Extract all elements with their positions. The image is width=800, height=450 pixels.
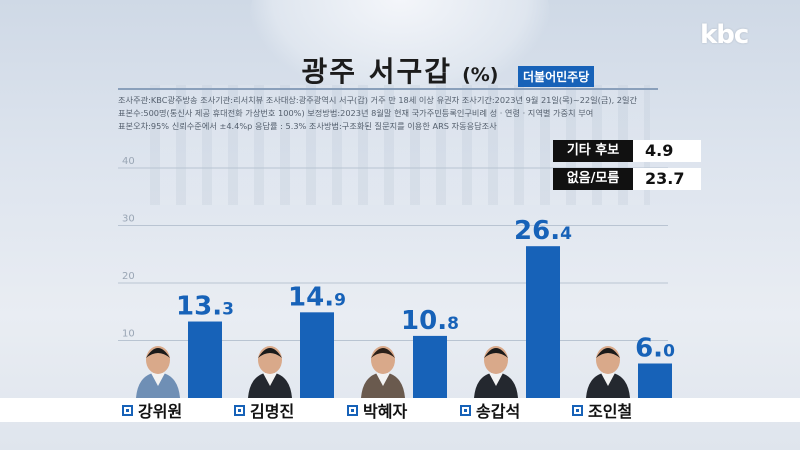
- survey-meta-line: 조사주관:KBC광주방송 조사기관:리서치뷰 조사대상:광주광역시 서구(갑) …: [118, 95, 638, 105]
- candidate-name: 강위원: [122, 398, 182, 422]
- candidate-name: 김명진: [234, 398, 294, 422]
- candidate-name: 박혜자: [347, 398, 407, 422]
- side-stat-value: 4.9: [633, 140, 701, 162]
- candidate-name: 송갑석: [460, 398, 520, 422]
- candidate-photo: [361, 346, 405, 398]
- bar-value-label: 14.9: [288, 282, 346, 312]
- party-logo-icon: [347, 404, 358, 416]
- survey-meta-line: 표본수:500명(통신사 제공 휴대전화 가상번호 100%) 보정방법:202…: [118, 108, 594, 118]
- candidate-name-text: 송갑석: [476, 402, 521, 421]
- candidate-name-band: [0, 398, 800, 422]
- candidate-name-text: 박혜자: [363, 402, 408, 421]
- y-tick-label: 20: [122, 271, 135, 282]
- candidate-name-text: 강위원: [138, 402, 183, 421]
- broadcaster-logo: kbc: [700, 20, 749, 50]
- side-stat-label: 없음/모름: [553, 168, 633, 190]
- bar-value-label: 26.4: [514, 216, 572, 246]
- title-divider: [118, 88, 658, 90]
- title-region: 광주 서구갑: [301, 55, 453, 88]
- party-logo-icon: [460, 404, 471, 416]
- y-tick-label: 10: [122, 329, 135, 340]
- survey-meta-line: 표본오차:95% 신뢰수준에서 ±4.4%p 응답률 : 5.3% 조사방법:구…: [118, 121, 497, 131]
- bar-value-label: 10.8: [401, 306, 459, 336]
- bar: [526, 246, 560, 398]
- bar: [300, 312, 334, 398]
- candidate-photo: [136, 346, 180, 398]
- title-unit: (%): [462, 64, 499, 86]
- candidate-name-text: 조인철: [588, 402, 633, 421]
- bar: [188, 321, 222, 398]
- party-tag: 더불어민주당: [518, 66, 595, 87]
- candidate-photo: [586, 346, 630, 398]
- bar: [413, 335, 447, 398]
- party-logo-icon: [234, 404, 245, 416]
- candidate-name-text: 김명진: [250, 402, 295, 421]
- candidate-name: 조인철: [572, 398, 632, 422]
- bar: [638, 363, 672, 398]
- party-logo-icon: [572, 404, 583, 416]
- side-stat-value: 23.7: [633, 168, 701, 190]
- candidate-photo: [248, 346, 292, 398]
- bar-value-label: 6.0: [635, 334, 675, 364]
- party-logo-icon: [122, 404, 133, 416]
- y-tick-label: 30: [122, 214, 135, 225]
- chart-title: 광주 서구갑 (%): [0, 50, 800, 90]
- none-unknown-stat: 없음/모름 23.7: [553, 168, 701, 190]
- bar-value-label: 13.3: [176, 292, 234, 322]
- candidate-photo: [474, 346, 518, 398]
- other-candidates-stat: 기타 후보 4.9: [553, 140, 701, 162]
- side-stat-label: 기타 후보: [553, 140, 633, 162]
- y-tick-label: 40: [122, 156, 135, 167]
